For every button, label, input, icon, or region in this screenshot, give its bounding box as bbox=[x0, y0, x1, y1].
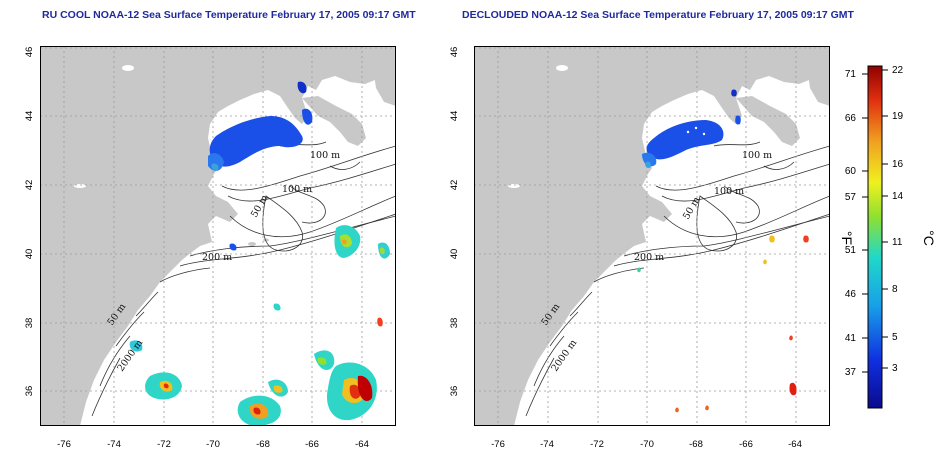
bathymetry-contours bbox=[91, 141, 396, 417]
right-lat-ticks: 46 44 42 40 38 36 bbox=[449, 47, 460, 397]
c-tick: 3 bbox=[892, 363, 898, 374]
newfoundland-edge bbox=[804, 46, 830, 106]
nova-scotia bbox=[302, 96, 366, 146]
lon-tick: -64 bbox=[788, 439, 802, 450]
colorbar-gradient bbox=[867, 65, 883, 409]
land-mass bbox=[40, 46, 396, 426]
island bbox=[263, 238, 269, 242]
sst-warm-patches bbox=[129, 225, 390, 426]
left-lon-ticks: -76 -74 -72 -70 -68 -66 -64 bbox=[57, 439, 369, 450]
lat-tick: 38 bbox=[449, 318, 460, 329]
lon-tick: -66 bbox=[305, 439, 319, 450]
f-tick: 51 bbox=[845, 245, 857, 256]
lat-tick: 40 bbox=[449, 249, 460, 260]
f-tick: 37 bbox=[845, 367, 857, 378]
lon-tick: -68 bbox=[256, 439, 270, 450]
lat-tick: 44 bbox=[449, 111, 460, 122]
fahrenheit-ticks: 71 66 60 57 51 46 41 37 bbox=[845, 69, 868, 378]
lon-tick: -74 bbox=[107, 439, 121, 450]
lat-tick: 36 bbox=[449, 386, 460, 397]
island bbox=[556, 65, 568, 71]
grid-lines bbox=[474, 46, 830, 426]
lat-tick: 38 bbox=[24, 318, 35, 329]
island bbox=[122, 65, 134, 71]
lat-tick: 40 bbox=[24, 249, 35, 260]
lon-tick: -64 bbox=[355, 439, 369, 450]
contour-label-50m-a: 50 m bbox=[681, 195, 703, 221]
f-tick: 71 bbox=[845, 69, 857, 80]
contour-label-100m-b: 100 m bbox=[714, 186, 744, 197]
lon-tick: -68 bbox=[689, 439, 703, 450]
lon-tick: -70 bbox=[206, 439, 220, 450]
lat-tick: 42 bbox=[24, 180, 35, 191]
f-tick: 57 bbox=[845, 192, 857, 203]
contour-label-2000m: 2000 m bbox=[549, 338, 579, 374]
lon-tick: -74 bbox=[540, 439, 554, 450]
c-tick: 11 bbox=[892, 237, 903, 248]
contour-label-100m-b: 100 m bbox=[282, 184, 312, 195]
contour-label-50m-a: 50 m bbox=[249, 193, 271, 219]
land-mass bbox=[474, 46, 830, 426]
lat-tick: 46 bbox=[24, 47, 35, 58]
lat-tick: 36 bbox=[24, 386, 35, 397]
fahrenheit-unit-label: °F bbox=[839, 231, 855, 245]
c-tick: 16 bbox=[892, 159, 904, 170]
c-tick: 19 bbox=[892, 111, 904, 122]
temperature-colorbar: 71 66 60 57 51 46 41 37 22 19 16 14 11 8… bbox=[839, 65, 937, 409]
f-tick: 60 bbox=[845, 166, 857, 177]
celsius-unit-label: °C bbox=[921, 230, 937, 246]
sst-gulf-of-maine bbox=[208, 81, 313, 251]
c-tick: 22 bbox=[892, 65, 904, 76]
c-tick: 14 bbox=[892, 191, 904, 202]
sst-gulf-of-maine bbox=[642, 89, 741, 168]
lon-tick: -76 bbox=[57, 439, 71, 450]
right-declouded-sst-map: 100 m 100 m 50 m 200 m 50 m 2000 m bbox=[474, 46, 830, 426]
f-tick: 41 bbox=[845, 333, 857, 344]
f-tick: 46 bbox=[845, 289, 857, 300]
right-map-title: DECLOUDED NOAA-12 Sea Surface Temperatur… bbox=[462, 9, 854, 21]
lon-tick: -70 bbox=[640, 439, 654, 450]
lon-tick: -72 bbox=[157, 439, 171, 450]
celsius-ticks: 22 19 16 14 11 8 5 3 bbox=[882, 65, 904, 374]
lon-tick: -76 bbox=[491, 439, 505, 450]
left-map-title: RU COOL NOAA-12 Sea Surface Temperature … bbox=[42, 9, 416, 21]
sst-warm-patches bbox=[637, 235, 809, 413]
lat-tick: 42 bbox=[449, 180, 460, 191]
left-lat-ticks: 46 44 42 40 38 36 bbox=[24, 47, 35, 397]
lon-tick: -72 bbox=[590, 439, 604, 450]
left-sst-map: 100 m 100 m 50 m 200 m 50 m 2000 m bbox=[40, 46, 396, 426]
newfoundland-edge bbox=[370, 46, 396, 106]
contour-label-100m-a: 100 m bbox=[310, 150, 340, 161]
map-frame bbox=[474, 46, 830, 426]
island bbox=[248, 242, 256, 246]
c-tick: 5 bbox=[892, 332, 898, 343]
f-tick: 66 bbox=[845, 113, 857, 124]
bathymetry-contours bbox=[525, 141, 830, 417]
c-tick: 8 bbox=[892, 284, 898, 295]
lat-tick: 44 bbox=[24, 111, 35, 122]
map-frame bbox=[40, 46, 396, 426]
nova-scotia bbox=[736, 96, 800, 146]
contour-label-200m: 200 m bbox=[202, 252, 232, 263]
right-lon-ticks: -76 -74 -72 -70 -68 -66 -64 bbox=[491, 439, 802, 450]
lon-tick: -66 bbox=[739, 439, 753, 450]
contour-label-100m-a: 100 m bbox=[742, 150, 772, 161]
lat-tick: 46 bbox=[449, 47, 460, 58]
contour-label-200m: 200 m bbox=[634, 252, 664, 263]
